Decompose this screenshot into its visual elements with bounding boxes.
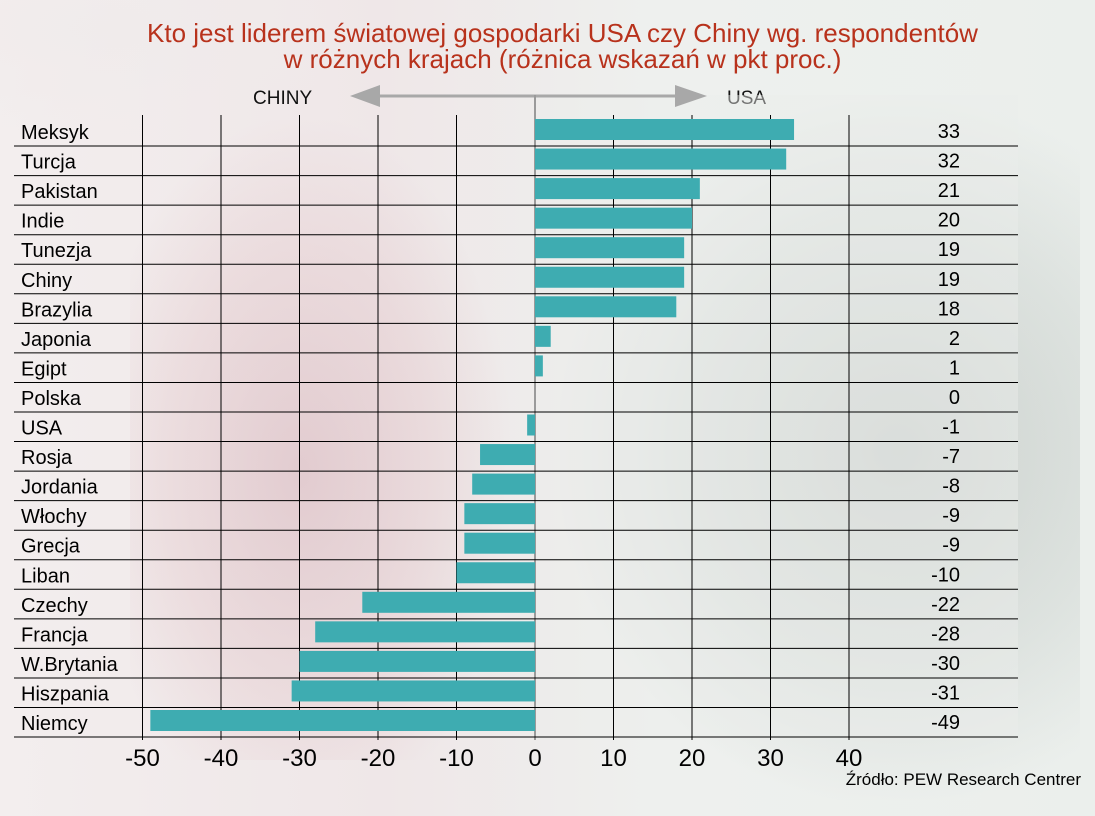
category-label: Tunezja: [21, 240, 92, 262]
x-tick-label: -20: [361, 745, 396, 772]
value-label: 19: [938, 239, 960, 261]
arrow-right-head: [675, 85, 707, 107]
bar: [535, 148, 787, 170]
x-tick-label: 20: [679, 745, 706, 772]
x-tick-label: -10: [439, 745, 474, 772]
value-label: -30: [931, 653, 960, 675]
left-direction-label: CHINY: [253, 88, 313, 109]
value-label: 21: [938, 180, 960, 202]
value-label: -31: [931, 682, 960, 704]
bar: [535, 237, 685, 259]
bar: [535, 119, 795, 140]
bar: [464, 532, 535, 554]
x-tick-label: -40: [204, 745, 239, 772]
value-label: 0: [949, 387, 960, 409]
category-label: Pakistan: [21, 181, 98, 203]
category-label: Brazylia: [21, 299, 93, 321]
bar: [535, 355, 543, 377]
value-label: -49: [931, 712, 960, 734]
category-label: Turcja: [21, 152, 77, 174]
bar: [291, 680, 535, 702]
value-label: -9: [942, 505, 960, 527]
x-tick-label: -50: [125, 745, 160, 772]
category-label: Japonia: [21, 329, 92, 351]
x-tick-label: 40: [836, 745, 863, 772]
bar: [150, 710, 535, 731]
value-label: 32: [938, 151, 960, 173]
value-label: -10: [931, 564, 960, 586]
bar: [315, 621, 535, 643]
source-note: Źródło: PEW Research Centrer: [845, 770, 1081, 789]
value-label: -1: [942, 417, 960, 439]
category-label: Egipt: [21, 358, 67, 380]
bar: [535, 296, 677, 318]
value-label: -22: [931, 594, 960, 616]
positive-side-panel: [535, 95, 1018, 740]
bar: [480, 444, 535, 466]
category-label: Hiszpania: [21, 683, 110, 705]
bar: [456, 562, 535, 584]
bar: [535, 266, 685, 288]
x-tick-label: 30: [757, 745, 784, 772]
category-label: Włochy: [21, 506, 87, 528]
category-label: Francja: [21, 624, 89, 646]
value-label: 33: [938, 121, 960, 143]
chart-title-line1: Kto jest liderem światowej gospodarki US…: [147, 18, 978, 48]
category-label: Rosja: [21, 447, 73, 469]
value-label: 2: [949, 328, 960, 350]
category-label: Jordania: [21, 477, 99, 499]
bar: [535, 325, 551, 347]
category-label: Polska: [21, 388, 82, 410]
category-label: Liban: [21, 565, 70, 587]
value-label: -7: [942, 446, 960, 468]
category-label: USA: [21, 418, 63, 440]
arrow-left-head: [350, 85, 380, 107]
value-label: -9: [942, 535, 960, 557]
value-label: 20: [938, 210, 960, 232]
bar: [535, 178, 700, 200]
right-direction-label: USA: [727, 88, 766, 110]
chart-title-line2: w różnych krajach (różnica wskazań w pkt…: [283, 44, 842, 74]
bar: [299, 650, 535, 672]
x-tick-label: 0: [528, 745, 541, 772]
category-label: Meksyk: [21, 122, 90, 144]
x-tick-label: 10: [600, 745, 627, 772]
value-label: 19: [938, 269, 960, 291]
category-label: Niemcy: [21, 713, 88, 735]
bar: [527, 414, 535, 436]
category-label: Chiny: [21, 270, 72, 292]
bar: [472, 473, 535, 495]
bar: [362, 591, 535, 613]
category-label: Czechy: [21, 595, 88, 617]
category-label: W.Brytania: [21, 654, 119, 676]
category-label: Indie: [21, 211, 64, 233]
category-label: Grecja: [21, 536, 81, 558]
value-label: -28: [931, 623, 960, 645]
chart-title: Kto jest liderem światowej gospodarki US…: [0, 20, 1095, 72]
value-label: 18: [938, 298, 960, 320]
value-label: 1: [949, 357, 960, 379]
bar: [464, 503, 535, 525]
bar: [535, 207, 692, 229]
value-label: -8: [942, 476, 960, 498]
x-tick-label: -30: [282, 745, 317, 772]
